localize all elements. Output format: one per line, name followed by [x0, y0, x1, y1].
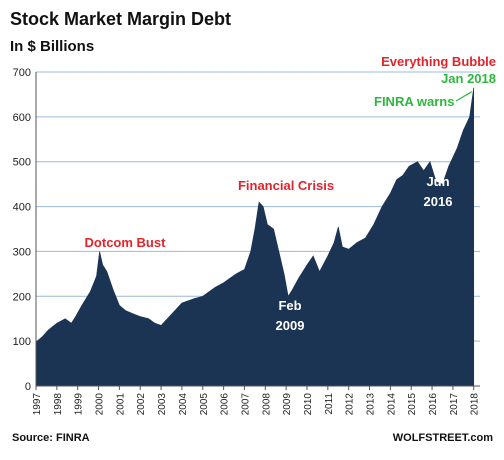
y-tick-label-100: 100 — [13, 336, 31, 348]
y-tick-label-700: 700 — [13, 67, 31, 79]
y-tick-label-300: 300 — [13, 246, 31, 258]
annotation-finra-warns: FINRA warns — [374, 94, 454, 109]
x-tick-label-2008: 2008 — [261, 393, 272, 416]
plot-area — [35, 87, 475, 387]
x-tick-label-1998: 1998 — [53, 393, 64, 416]
annotation-2009: 2009 — [276, 318, 305, 333]
y-tick-label-500: 500 — [13, 157, 31, 169]
y-tick-label-400: 400 — [13, 202, 31, 214]
annotation-jun: Jun — [426, 174, 449, 189]
x-tick-label-2010: 2010 — [303, 393, 314, 416]
x-tick-label-2012: 2012 — [345, 393, 356, 416]
x-tick-label-2011: 2011 — [324, 393, 335, 415]
margin-debt-area — [35, 87, 475, 387]
x-tick-label-1999: 1999 — [74, 393, 85, 416]
brand-watermark: WOLFSTREET.com — [393, 432, 493, 444]
x-tick-label-2006: 2006 — [220, 393, 231, 416]
annotation-jan-2018: Jan 2018 — [441, 71, 496, 86]
x-tick-label-2000: 2000 — [95, 393, 106, 416]
annotation-dotcom-bust: Dotcom Bust — [85, 235, 167, 250]
x-tick-label-2002: 2002 — [136, 393, 147, 416]
x-tick-label-2014: 2014 — [386, 393, 397, 416]
annotation-2016: 2016 — [424, 194, 453, 209]
finra-warns-arrow — [455, 91, 473, 102]
y-tick-label-0: 0 — [25, 381, 31, 393]
x-tick-label-2001: 2001 — [115, 393, 126, 416]
x-tick-label-2005: 2005 — [199, 393, 210, 416]
axes — [35, 72, 480, 387]
x-tick-label-2016: 2016 — [428, 393, 439, 416]
x-tick-label-2017: 2017 — [449, 393, 460, 416]
y-tick-label-600: 600 — [13, 112, 31, 124]
annotation-financial-crisis: Financial Crisis — [238, 178, 334, 193]
x-tick-label-2018: 2018 — [470, 393, 481, 416]
x-tick-label-2003: 2003 — [157, 393, 168, 416]
y-tick-label-200: 200 — [13, 291, 31, 303]
annotations: Dotcom Bust Financial Crisis Everything Bu… — [85, 54, 496, 333]
x-tick-label-1997: 1997 — [32, 393, 43, 416]
y-axis-ticks: 0 100 200 300 400 500 600 700 — [13, 67, 31, 393]
annotation-everything-bubble: Everything Bubble — [381, 54, 496, 69]
chart-title: Stock Market Margin Debt — [10, 9, 231, 29]
x-tick-label-2004: 2004 — [178, 393, 189, 416]
x-axis-ticks: 1997 1998 1999 2000 2001 2002 2003 2004 2005 2006… — [32, 386, 481, 415]
x-tick-label-2015: 2015 — [407, 393, 418, 416]
x-tick-label-2013: 2013 — [366, 393, 377, 416]
x-tick-label-2007: 2007 — [240, 393, 251, 416]
chart-subtitle: In $ Billions — [10, 38, 94, 55]
x-tick-label-2009: 2009 — [282, 393, 293, 416]
annotation-feb: Feb — [278, 298, 301, 313]
source-note: Source: FINRA — [12, 432, 90, 444]
